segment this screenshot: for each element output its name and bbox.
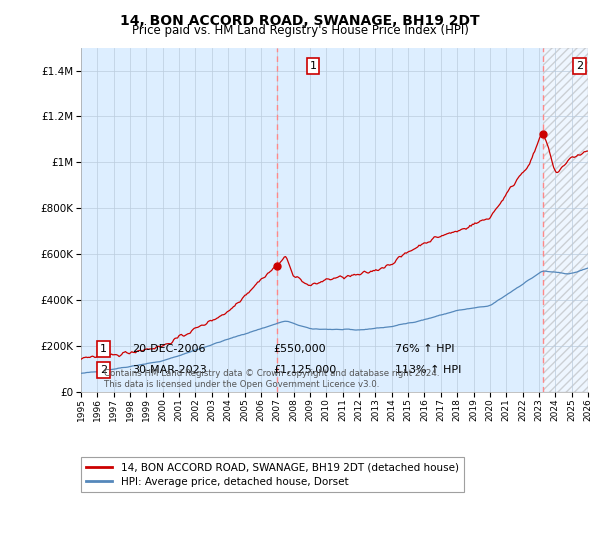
Text: Contains HM Land Registry data © Crown copyright and database right 2024.
This d: Contains HM Land Registry data © Crown c… <box>104 369 439 389</box>
Bar <box>81 48 543 392</box>
Text: £550,000: £550,000 <box>274 344 326 354</box>
Text: £1,125,000: £1,125,000 <box>274 365 337 375</box>
Text: 1: 1 <box>100 344 107 354</box>
Bar <box>543 48 588 392</box>
Text: 20-DEC-2006: 20-DEC-2006 <box>132 344 205 354</box>
Text: 2: 2 <box>100 365 107 375</box>
Text: 1: 1 <box>310 61 316 71</box>
Text: 2: 2 <box>576 61 583 71</box>
Legend: 14, BON ACCORD ROAD, SWANAGE, BH19 2DT (detached house), HPI: Average price, det: 14, BON ACCORD ROAD, SWANAGE, BH19 2DT (… <box>81 458 464 492</box>
Point <box>272 261 281 270</box>
Text: 76% ↑ HPI: 76% ↑ HPI <box>395 344 455 354</box>
Text: 30-MAR-2023: 30-MAR-2023 <box>132 365 206 375</box>
Point <box>538 129 548 138</box>
Text: Price paid vs. HM Land Registry's House Price Index (HPI): Price paid vs. HM Land Registry's House … <box>131 24 469 36</box>
Text: 113% ↑ HPI: 113% ↑ HPI <box>395 365 462 375</box>
Text: 14, BON ACCORD ROAD, SWANAGE, BH19 2DT: 14, BON ACCORD ROAD, SWANAGE, BH19 2DT <box>120 14 480 28</box>
